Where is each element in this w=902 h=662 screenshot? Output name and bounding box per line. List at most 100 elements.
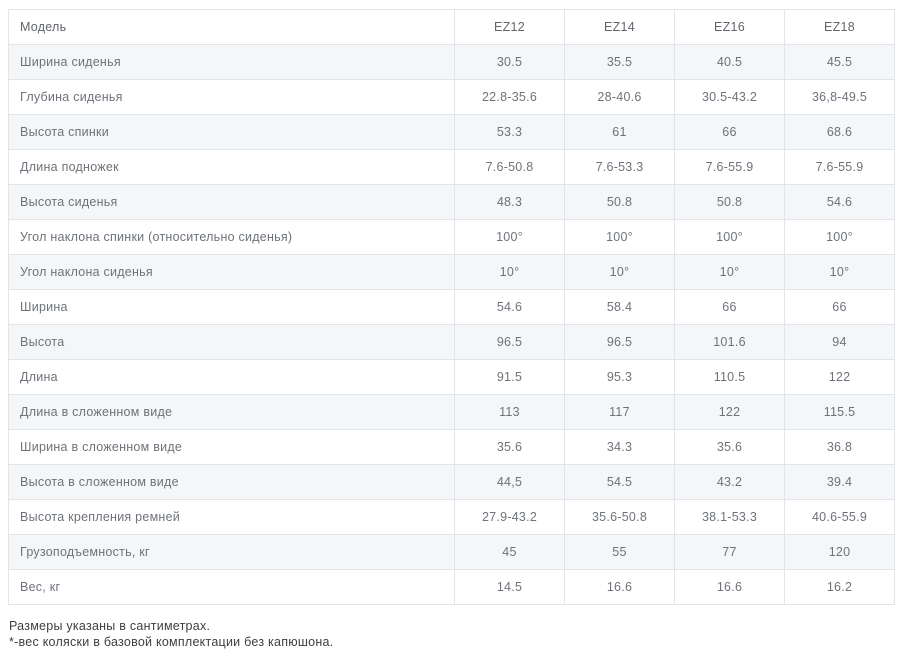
spec-value-cell: 122 — [784, 359, 895, 395]
spec-value-cell: 16.6 — [564, 569, 675, 605]
spec-value-cell: 35.6 — [674, 429, 785, 465]
spec-label-cell: Угол наклона спинки (относительно сидень… — [8, 219, 455, 255]
spec-label-cell: Угол наклона сиденья — [8, 254, 455, 290]
spec-value-cell: 35.6 — [454, 429, 565, 465]
spec-value-cell: 50.8 — [674, 184, 785, 220]
spec-label-cell: Высота сиденья — [8, 184, 455, 220]
spec-label-cell: Длина в сложенном виде — [8, 394, 455, 430]
spec-label-cell: Высота спинки — [8, 114, 455, 150]
spec-row: Высота сиденья 48.3 50.8 50.8 54.6 — [8, 184, 895, 220]
spec-value-cell: 27.9-43.2 — [454, 499, 565, 535]
footnote-units: Размеры указаны в сантиметрах. — [9, 619, 211, 633]
spec-value-cell: 100° — [454, 219, 565, 255]
spec-label-cell: Высота в сложенном виде — [8, 464, 455, 500]
spec-row: Высота 96.5 96.5 101.6 94 — [8, 324, 895, 360]
spec-value-cell: 66 — [674, 289, 785, 325]
spec-value-cell: 30.5-43.2 — [674, 79, 785, 115]
spec-label-cell: Ширина сиденья — [8, 44, 455, 80]
spec-value-cell: 100° — [674, 219, 785, 255]
spec-value-cell: 10° — [564, 254, 675, 290]
spec-value-cell: 68.6 — [784, 114, 895, 150]
spec-value-cell: 45.5 — [784, 44, 895, 80]
spec-value-cell: 43.2 — [674, 464, 785, 500]
footnote-weight: *-вес коляски в базовой комплектации без… — [9, 635, 334, 649]
spec-value-cell: 53.3 — [454, 114, 565, 150]
spec-value-cell: 16.2 — [784, 569, 895, 605]
spec-value-cell: 95.3 — [564, 359, 675, 395]
spec-row: Грузоподъемность, кг 45 55 77 120 — [8, 534, 895, 570]
spec-value-cell: 115.5 — [784, 394, 895, 430]
spec-value-cell: 16.6 — [674, 569, 785, 605]
spec-value-cell: 45 — [454, 534, 565, 570]
spec-value-cell: 117 — [564, 394, 675, 430]
spec-value-cell: 120 — [784, 534, 895, 570]
spec-value-cell: 36,8-49.5 — [784, 79, 895, 115]
spec-value-cell: 55 — [564, 534, 675, 570]
model-header-label: Модель — [8, 9, 455, 45]
spec-label-cell: Глубина сиденья — [8, 79, 455, 115]
spec-value-cell: 10° — [784, 254, 895, 290]
model-name-cell: EZ14 — [564, 9, 675, 45]
footnotes: Размеры указаны в сантиметрах. *-вес кол… — [8, 618, 894, 650]
spec-value-cell: 110.5 — [674, 359, 785, 395]
spec-value-cell: 113 — [454, 394, 565, 430]
spec-value-cell: 94 — [784, 324, 895, 360]
spec-value-cell: 34.3 — [564, 429, 675, 465]
model-header-row: Модель EZ12 EZ14 EZ16 EZ18 — [8, 9, 895, 45]
spec-value-cell: 54.5 — [564, 464, 675, 500]
spec-value-cell: 36.8 — [784, 429, 895, 465]
spec-table: Модель EZ12 EZ14 EZ16 EZ18 Ширина сидень… — [8, 9, 895, 605]
spec-value-cell: 100° — [784, 219, 895, 255]
spec-value-cell: 7.6-55.9 — [784, 149, 895, 185]
spec-row: Длина подножек 7.6-50.8 7.6-53.3 7.6-55.9 7.… — [8, 149, 895, 185]
spec-table-body: Модель EZ12 EZ14 EZ16 EZ18 Ширина сидень… — [8, 9, 895, 605]
spec-label-cell: Высота крепления ремней — [8, 499, 455, 535]
spec-value-cell: 35.5 — [564, 44, 675, 80]
spec-value-cell: 22.8-35.6 — [454, 79, 565, 115]
spec-page: Модель EZ12 EZ14 EZ16 EZ18 Ширина сидень… — [8, 9, 895, 650]
spec-value-cell: 40.5 — [674, 44, 785, 80]
spec-value-cell: 91.5 — [454, 359, 565, 395]
spec-row: Длина 91.5 95.3 110.5 122 — [8, 359, 895, 395]
spec-label-cell: Длина подножек — [8, 149, 455, 185]
spec-label-cell: Вес, кг — [8, 569, 455, 605]
spec-row: Длина в сложенном виде 113 117 122 115.5 — [8, 394, 895, 430]
spec-row: Угол наклона сиденья 10° 10° 10° 10° — [8, 254, 895, 290]
model-name-cell: EZ16 — [674, 9, 785, 45]
spec-value-cell: 39.4 — [784, 464, 895, 500]
spec-row: Высота крепления ремней 27.9-43.2 35.6-50.… — [8, 499, 895, 535]
spec-row: Ширина сиденья 30.5 35.5 40.5 45.5 — [8, 44, 895, 80]
spec-value-cell: 28-40.6 — [564, 79, 675, 115]
spec-row: Ширина в сложенном виде 35.6 34.3 35.6 36.8 — [8, 429, 895, 465]
spec-value-cell: 38.1-53.3 — [674, 499, 785, 535]
spec-value-cell: 77 — [674, 534, 785, 570]
spec-value-cell: 10° — [674, 254, 785, 290]
spec-value-cell: 96.5 — [564, 324, 675, 360]
spec-value-cell: 44,5 — [454, 464, 565, 500]
spec-value-cell: 48.3 — [454, 184, 565, 220]
spec-value-cell: 101.6 — [674, 324, 785, 360]
spec-value-cell: 122 — [674, 394, 785, 430]
spec-row: Глубина сиденья 22.8-35.6 28-40.6 30.5-43.2… — [8, 79, 895, 115]
spec-label-cell: Длина — [8, 359, 455, 395]
spec-value-cell: 14.5 — [454, 569, 565, 605]
spec-row: Высота спинки 53.3 61 66 68.6 — [8, 114, 895, 150]
spec-row: Высота в сложенном виде 44,5 54.5 43.2 39.4 — [8, 464, 895, 500]
spec-label-cell: Ширина в сложенном виде — [8, 429, 455, 465]
spec-value-cell: 7.6-53.3 — [564, 149, 675, 185]
spec-row: Вес, кг 14.5 16.6 16.6 16.2 — [8, 569, 895, 605]
spec-value-cell: 35.6-50.8 — [564, 499, 675, 535]
model-name-cell: EZ18 — [784, 9, 895, 45]
spec-value-cell: 40.6-55.9 — [784, 499, 895, 535]
spec-row: Ширина 54.6 58.4 66 66 — [8, 289, 895, 325]
spec-value-cell: 66 — [784, 289, 895, 325]
spec-value-cell: 30.5 — [454, 44, 565, 80]
spec-row: Угол наклона спинки (относительно сидень… — [8, 219, 895, 255]
spec-value-cell: 10° — [454, 254, 565, 290]
spec-value-cell: 54.6 — [454, 289, 565, 325]
spec-label-cell: Грузоподъемность, кг — [8, 534, 455, 570]
spec-value-cell: 61 — [564, 114, 675, 150]
spec-value-cell: 96.5 — [454, 324, 565, 360]
spec-label-cell: Высота — [8, 324, 455, 360]
spec-value-cell: 58.4 — [564, 289, 675, 325]
